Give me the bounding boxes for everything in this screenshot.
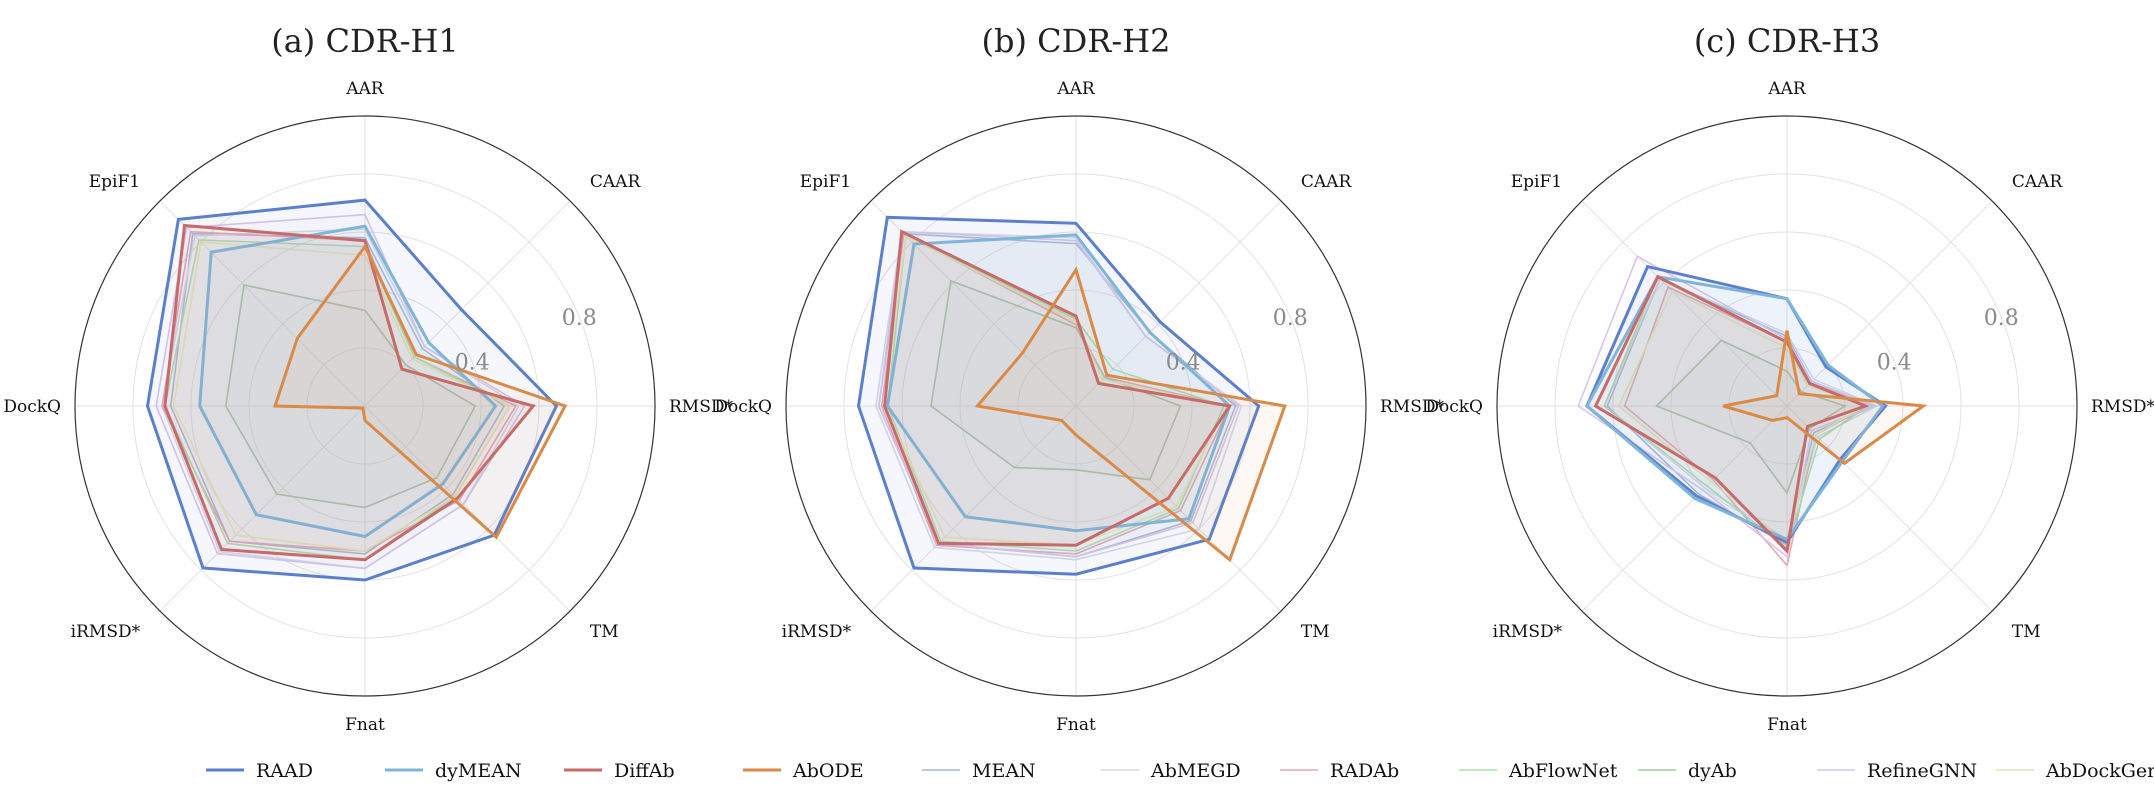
series-polygon-raad bbox=[145, 198, 559, 582]
legend-label: dyMEAN bbox=[435, 760, 522, 782]
radial-tick-label: 0.8 bbox=[562, 306, 597, 331]
grid-spoke bbox=[1581, 405, 1788, 612]
axis-label: AAR bbox=[1767, 79, 1807, 99]
legend: RAAD dyMEAN DiffAb AbODE MEAN AbMEGD RADAb AbFl… bbox=[206, 760, 2154, 782]
series-polygon-dyab bbox=[930, 279, 1182, 481]
legend-label: AbMEGD bbox=[1150, 760, 1241, 782]
grid-spoke bbox=[1786, 200, 1993, 407]
axis-label: iRMSD* bbox=[71, 622, 141, 642]
axis-label: AAR bbox=[345, 79, 385, 99]
grid-spoke bbox=[159, 405, 366, 612]
axis-label: Fnat bbox=[345, 715, 385, 735]
radial-tick-label: 0.8 bbox=[1984, 306, 2019, 331]
legend-label: AbFlowNet bbox=[1508, 760, 1618, 782]
legend-item: AbMEGD bbox=[1101, 760, 1241, 782]
panel-title: (c) CDR-H3 bbox=[1694, 22, 1880, 60]
legend-item: dyMEAN bbox=[385, 760, 522, 782]
axis-label: Fnat bbox=[1767, 715, 1807, 735]
series-polygon-diffab bbox=[883, 229, 1233, 547]
legend-item: AbDockGen bbox=[1996, 760, 2154, 782]
series-polygon-dyab bbox=[224, 284, 477, 509]
axis-label: iRMSD* bbox=[782, 622, 852, 642]
grid-spoke bbox=[364, 200, 571, 407]
axis-label: DockQ bbox=[1425, 397, 1483, 417]
series-polygon-diffab bbox=[163, 223, 536, 562]
axis-label: CAAR bbox=[590, 172, 642, 192]
outer-ring bbox=[74, 115, 656, 697]
grid-spoke bbox=[159, 200, 366, 407]
radial-tick-label: 0.8 bbox=[1273, 306, 1308, 331]
radial-tick-label: 0.4 bbox=[1877, 351, 1912, 376]
axis-label: CAAR bbox=[2012, 172, 2064, 192]
series-polygon-diffab bbox=[1593, 274, 1870, 555]
legend-label: RADAb bbox=[1330, 760, 1399, 782]
grid-spoke bbox=[1075, 200, 1282, 407]
series-polygon-dymean bbox=[885, 233, 1232, 533]
axis-label: CAAR bbox=[1301, 172, 1353, 192]
legend-item: DiffAb bbox=[564, 760, 675, 782]
axis-label: TM bbox=[1301, 622, 1330, 642]
legend-label: RAAD bbox=[256, 760, 313, 782]
legend-label: MEAN bbox=[972, 760, 1036, 782]
panel-title: (b) CDR-H2 bbox=[982, 22, 1171, 60]
legend-item: RAAD bbox=[206, 760, 313, 782]
axis-label: Fnat bbox=[1056, 715, 1096, 735]
axis-label: EpiF1 bbox=[800, 172, 851, 192]
series-polygon-raad bbox=[856, 215, 1261, 576]
axis-label: iRMSD* bbox=[1493, 622, 1563, 642]
legend-label: DiffAb bbox=[614, 760, 675, 782]
grid-spoke bbox=[870, 405, 1077, 612]
axis-label: RMSD* bbox=[1380, 397, 1444, 417]
axis-label: EpiF1 bbox=[1511, 172, 1562, 192]
radial-tick-label: 0.4 bbox=[455, 351, 490, 376]
panel-title: (a) CDR-H1 bbox=[271, 22, 459, 60]
legend-label: RefineGNN bbox=[1867, 760, 1977, 782]
legend-label: AbODE bbox=[792, 760, 864, 782]
outer-ring bbox=[1496, 115, 2078, 697]
axis-label: TM bbox=[2012, 622, 2041, 642]
legend-item: AbODE bbox=[743, 760, 864, 782]
legend-item: AbFlowNet bbox=[1459, 760, 1618, 782]
axis-label: TM bbox=[590, 622, 619, 642]
axis-label: AAR bbox=[1056, 79, 1096, 99]
radar-panels: (a) CDR-H1 0.4 0.8 AAR CAAR RMSD* TM Fnat iRMSD*… bbox=[3, 22, 2154, 735]
series-polygon-dymean bbox=[198, 224, 498, 539]
radar-panel: (c) CDR-H3 0.4 0.8 AAR CAAR RMSD* TM Fnat iRMSD*… bbox=[1425, 22, 2154, 735]
series-polygon-abode bbox=[974, 266, 1287, 563]
series-polygon-abode bbox=[1722, 330, 1928, 466]
legend-item: MEAN bbox=[922, 760, 1036, 782]
axis-label: RMSD* bbox=[2091, 397, 2154, 417]
radial-tick-label: 0.4 bbox=[1166, 351, 1201, 376]
grid-spoke bbox=[364, 405, 571, 612]
legend-label: AbDockGen bbox=[2045, 760, 2154, 782]
legend-item: RefineGNN bbox=[1817, 760, 1977, 782]
legend-label: dyAb bbox=[1688, 760, 1737, 782]
axis-label: EpiF1 bbox=[89, 172, 140, 192]
legend-item: dyAb bbox=[1638, 760, 1737, 782]
axis-label: DockQ bbox=[3, 397, 61, 417]
axis-label: RMSD* bbox=[669, 397, 733, 417]
series-polygon-refinegnn bbox=[877, 230, 1240, 558]
legend-item: RADAb bbox=[1280, 760, 1399, 782]
radar-panel: (b) CDR-H2 0.4 0.8 AAR CAAR RMSD* TM Fnat iRMSD*… bbox=[714, 22, 1444, 735]
outer-ring bbox=[785, 115, 1367, 697]
grid-spoke bbox=[1786, 405, 1993, 612]
axis-label: DockQ bbox=[714, 397, 772, 417]
series-polygon-abode bbox=[273, 243, 568, 540]
radar-panel: (a) CDR-H1 0.4 0.8 AAR CAAR RMSD* TM Fnat iRMSD*… bbox=[3, 22, 733, 735]
grid-spoke bbox=[1581, 200, 1788, 407]
